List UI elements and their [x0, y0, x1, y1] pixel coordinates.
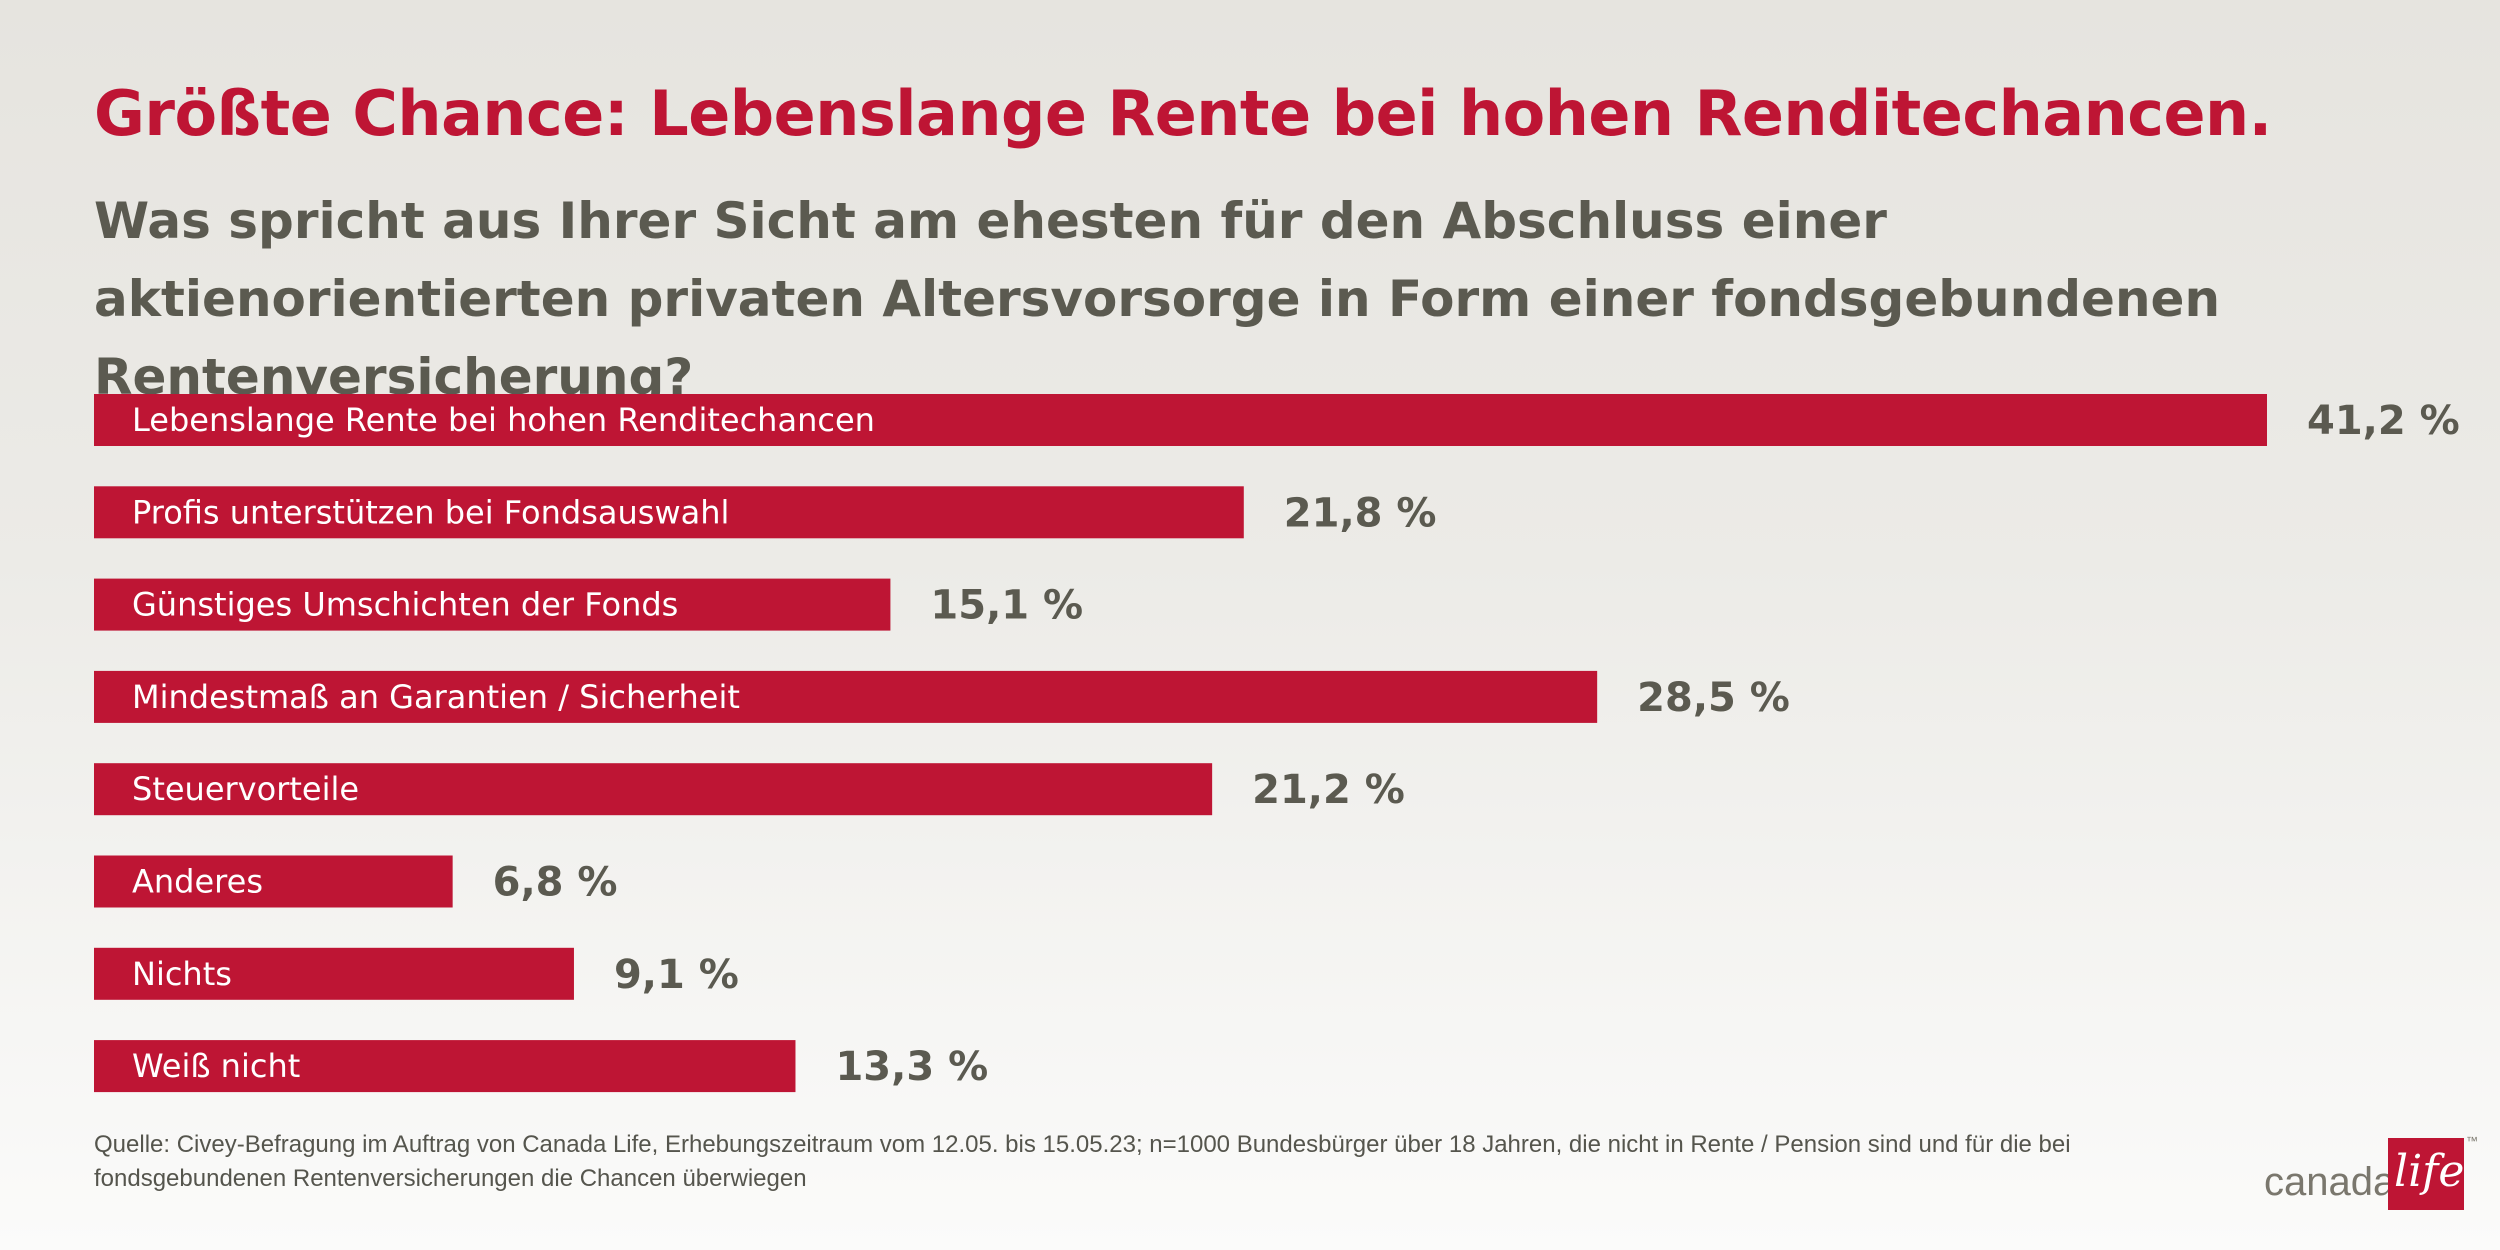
bar-2 [94, 578, 891, 631]
chart-title: Größte Chance: Lebenslange Rente bei hoh… [94, 77, 2272, 150]
value-label-3: 28,5 % [1637, 675, 1790, 721]
bar-label-7: Weiß nicht [132, 1047, 300, 1085]
value-label-7: 13,3 % [835, 1044, 988, 1090]
logo-life-text: life [2394, 1146, 2465, 1197]
source-note: Quelle: Civey-Befragung im Auftrag von C… [94, 1131, 2071, 1192]
bar-6 [94, 947, 574, 1000]
logo-life-box: life [2388, 1138, 2464, 1210]
value-label-6: 9,1 % [614, 952, 739, 998]
value-label-5: 6,8 % [493, 860, 618, 906]
bar-0 [94, 394, 2267, 446]
bar-4 [94, 763, 1213, 816]
value-label-1: 21,8 % [1284, 490, 1437, 536]
bar-label-5: Anderes [132, 863, 263, 901]
bar-label-2: Günstiges Umschichten der Fonds [132, 586, 678, 624]
chart-subtitle: Was spricht aus Ihrer Sicht am ehesten f… [94, 192, 2221, 406]
value-label-0: 41,2 % [2307, 398, 2460, 444]
bar-1 [94, 486, 1244, 539]
bar-label-3: Mindestmaß an Garantien / Sicherheit [132, 678, 740, 716]
bar-3 [94, 670, 1598, 723]
bar-label-1: Profis unterstützen bei Fondsauswahl [132, 493, 729, 531]
bar-label-0: Lebenslange Rente bei hohen Renditechanc… [132, 401, 875, 439]
bar-label-6: Nichts [132, 955, 232, 993]
value-label-2: 15,1 % [930, 583, 1083, 629]
bar-5 [94, 855, 453, 908]
bar-label-4: Steuervorteile [132, 770, 359, 808]
logo-wordmark: canada [2264, 1160, 2396, 1204]
value-label-4: 21,2 % [1252, 767, 1405, 813]
bar-7 [94, 1040, 796, 1093]
logo-trademark: ™ [2466, 1134, 2478, 1148]
